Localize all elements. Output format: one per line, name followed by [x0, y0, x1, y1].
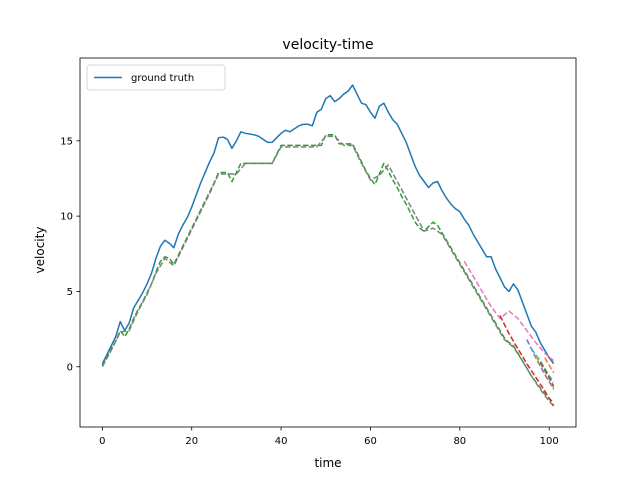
y-axis-label: velocity: [33, 227, 47, 274]
x-tick-label: 0: [99, 436, 105, 447]
x-tick-label: 20: [185, 436, 198, 447]
legend: ground truth: [86, 64, 226, 91]
prediction-line-8: [539, 361, 555, 387]
prediction-line-1: [101, 134, 555, 404]
prediction-line-5: [526, 339, 555, 390]
x-tick-label: 40: [275, 436, 288, 447]
prediction-line-4: [499, 315, 555, 407]
x-tick-label: 80: [453, 436, 466, 447]
series-layer: [101, 84, 555, 407]
plot-frame: [79, 57, 577, 428]
y-tick-label: 10: [60, 212, 73, 223]
prediction-line-3: [463, 260, 555, 362]
chart-title: velocity-time: [282, 37, 373, 53]
legend-box: [86, 64, 226, 91]
prediction-line-9: [544, 357, 555, 374]
prediction-line-2: [101, 135, 555, 407]
series-line-ground-truth: [101, 84, 555, 365]
y-tick-label: 5: [67, 287, 73, 298]
prediction-line-6: [530, 348, 555, 383]
legend-label-ground-truth: ground truth: [131, 73, 194, 84]
x-axis-label: time: [314, 456, 341, 470]
x-tick-label: 100: [540, 436, 559, 447]
y-tick-label: 0: [67, 362, 73, 373]
x-tick-label: 60: [364, 436, 377, 447]
axes-layer: 0 20 40 60 80 100 0 5 10 15: [60, 57, 577, 447]
prediction-line-7: [535, 355, 555, 389]
y-tick-label: 15: [60, 136, 73, 147]
